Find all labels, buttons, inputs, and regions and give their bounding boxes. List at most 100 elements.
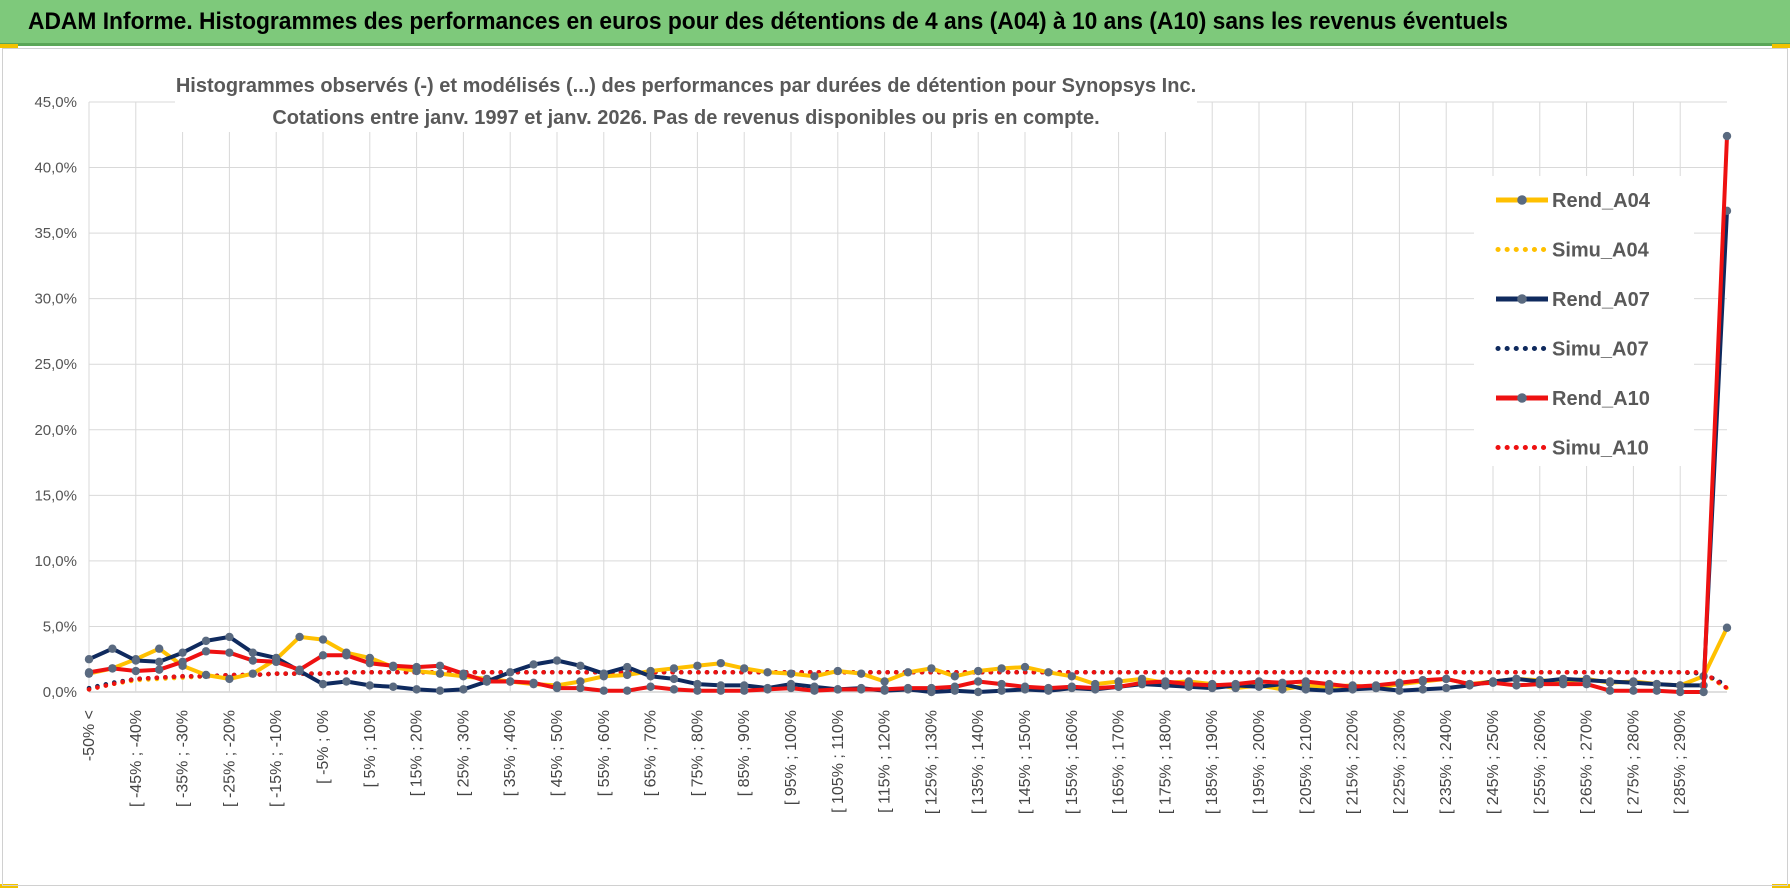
x-tick-label: [ 55% ; 60% bbox=[596, 710, 613, 796]
data-point-rend-a10 bbox=[1582, 679, 1591, 689]
data-point-rend-a07 bbox=[576, 661, 585, 670]
data-point-rend-a04 bbox=[435, 669, 445, 678]
data-point-rend-a04 bbox=[248, 669, 257, 678]
data-point-rend-a10 bbox=[693, 686, 702, 695]
data-point-rend-a10 bbox=[84, 668, 94, 677]
data-point-rend-a04 bbox=[763, 668, 772, 677]
data-point-rend-a10 bbox=[1184, 679, 1194, 689]
data-point-rend-a10 bbox=[1091, 683, 1100, 693]
data-point-rend-a04 bbox=[997, 664, 1006, 673]
data-point-rend-a04 bbox=[880, 677, 889, 686]
corner-marker bbox=[1772, 44, 1790, 48]
data-point-rend-a07 bbox=[1418, 685, 1428, 694]
data-point-rend-a04 bbox=[669, 664, 679, 673]
data-point-rend-a04 bbox=[623, 670, 632, 680]
data-point-rend-a10 bbox=[225, 648, 234, 657]
data-point-rend-a10 bbox=[201, 647, 211, 656]
data-point-rend-a04 bbox=[740, 664, 749, 673]
x-tick-label: [ 45% ; 50% bbox=[549, 710, 566, 796]
y-tick-label: 40,0% bbox=[34, 160, 77, 177]
legend-label-rend-a04: Rend_A04 bbox=[1552, 190, 1651, 212]
data-point-rend-a07 bbox=[1629, 678, 1638, 688]
data-point-rend-a10 bbox=[1114, 682, 1123, 691]
data-point-rend-a10 bbox=[1348, 682, 1357, 691]
data-point-rend-a07 bbox=[84, 655, 94, 664]
data-point-rend-a10 bbox=[482, 677, 491, 686]
data-point-rend-a10 bbox=[1371, 681, 1381, 690]
data-point-rend-a07 bbox=[529, 660, 538, 669]
legend-label-rend-a07: Rend_A07 bbox=[1552, 289, 1650, 311]
data-point-rend-a10 bbox=[295, 665, 304, 674]
chart-title-line2: Cotations entre janv. 1997 et janv. 2026… bbox=[272, 107, 1099, 129]
data-point-rend-a04 bbox=[295, 632, 304, 642]
x-tick-label: [ 35% ; 40% bbox=[502, 710, 519, 796]
data-point-rend-a04 bbox=[318, 635, 328, 644]
data-point-rend-a04 bbox=[974, 666, 983, 676]
data-point-rend-a10 bbox=[599, 686, 608, 695]
data-point-rend-a07 bbox=[342, 677, 351, 686]
data-point-rend-a04 bbox=[716, 658, 725, 668]
x-tick-label: -50% < bbox=[81, 710, 98, 761]
legend-label-simu-a07: Simu_A07 bbox=[1552, 339, 1649, 361]
data-point-rend-a10 bbox=[763, 685, 772, 694]
x-tick-label: [ 75% ; 80% bbox=[689, 710, 706, 796]
data-point-rend-a10 bbox=[1699, 687, 1708, 697]
chart-frame bbox=[2, 48, 1788, 886]
data-point-rend-a07 bbox=[506, 668, 515, 677]
data-point-rend-a10 bbox=[389, 661, 398, 670]
x-tick-label: [ 195% ; 200% bbox=[1251, 710, 1268, 814]
data-point-rend-a07 bbox=[225, 632, 234, 642]
data-point-rend-a10 bbox=[1254, 677, 1264, 686]
data-point-rend-a10 bbox=[1559, 679, 1568, 689]
data-point-rend-a10 bbox=[272, 657, 281, 667]
data-point-rend-a07 bbox=[1301, 685, 1311, 694]
data-point-rend-a04 bbox=[693, 661, 702, 670]
y-tick-label: 35,0% bbox=[34, 225, 77, 242]
data-point-rend-a07 bbox=[108, 644, 117, 653]
data-point-rend-a04 bbox=[810, 672, 819, 681]
y-axis-ticks: 0,0% 5,0% 10,0% 15,0% 20,0% 25,0% 30,0% 35,0% 40… bbox=[34, 94, 77, 701]
data-point-rend-a10 bbox=[459, 669, 468, 678]
x-tick-label: [ -35% ; -30% bbox=[175, 710, 192, 807]
data-point-rend-a10 bbox=[669, 685, 679, 694]
data-point-rend-a10 bbox=[1418, 676, 1428, 685]
legend-label-simu-a10: Simu_A10 bbox=[1552, 438, 1649, 460]
x-tick-label: [ 255% ; 260% bbox=[1532, 710, 1549, 814]
chart-title-line1: Histogrammes observés (-) et modélisés (… bbox=[176, 75, 1196, 97]
data-point-rend-a10 bbox=[155, 665, 164, 674]
header-banner: ADAM Informe. Histogrammes des performan… bbox=[0, 0, 1790, 46]
y-tick-label: 45,0% bbox=[34, 94, 77, 111]
data-point-rend-a07 bbox=[1395, 686, 1404, 695]
data-point-rend-a07 bbox=[389, 682, 398, 691]
x-tick-label: [ 265% ; 270% bbox=[1579, 710, 1596, 814]
x-tick-label: [ -45% ; -40% bbox=[128, 710, 145, 807]
data-point-rend-a04 bbox=[201, 670, 211, 680]
data-point-rend-a10 bbox=[1067, 682, 1077, 691]
data-point-rend-a07 bbox=[599, 669, 608, 678]
data-point-rend-a10 bbox=[1512, 681, 1521, 690]
x-tick-label: [ 185% ; 190% bbox=[1204, 710, 1221, 814]
x-tick-label: [ 155% ; 160% bbox=[1064, 710, 1081, 814]
data-point-rend-a07 bbox=[1605, 677, 1615, 686]
data-point-rend-a10 bbox=[857, 685, 866, 694]
data-point-rend-a10 bbox=[178, 657, 187, 667]
data-point-rend-a04 bbox=[1722, 623, 1732, 632]
data-point-rend-a07 bbox=[693, 679, 702, 689]
corner-marker bbox=[0, 884, 18, 888]
chart-series bbox=[84, 131, 1732, 697]
data-point-rend-a07 bbox=[365, 681, 374, 690]
data-point-rend-a07 bbox=[623, 662, 632, 672]
data-point-rend-a04 bbox=[786, 669, 796, 678]
data-point-rend-a10 bbox=[435, 661, 445, 670]
x-tick-label: [ 105% ; 110% bbox=[830, 710, 847, 813]
x-tick-label: [ 95% ; 100% bbox=[783, 710, 800, 805]
data-point-rend-a10 bbox=[576, 683, 585, 693]
data-point-rend-a10 bbox=[318, 651, 328, 660]
data-point-rend-a07 bbox=[1512, 674, 1521, 684]
data-point-rend-a07 bbox=[997, 686, 1006, 695]
x-tick-label: [ 245% ; 250% bbox=[1485, 710, 1502, 814]
data-point-rend-a10 bbox=[974, 677, 983, 686]
data-point-rend-a10 bbox=[1044, 683, 1053, 693]
data-point-rend-a10 bbox=[997, 679, 1006, 689]
